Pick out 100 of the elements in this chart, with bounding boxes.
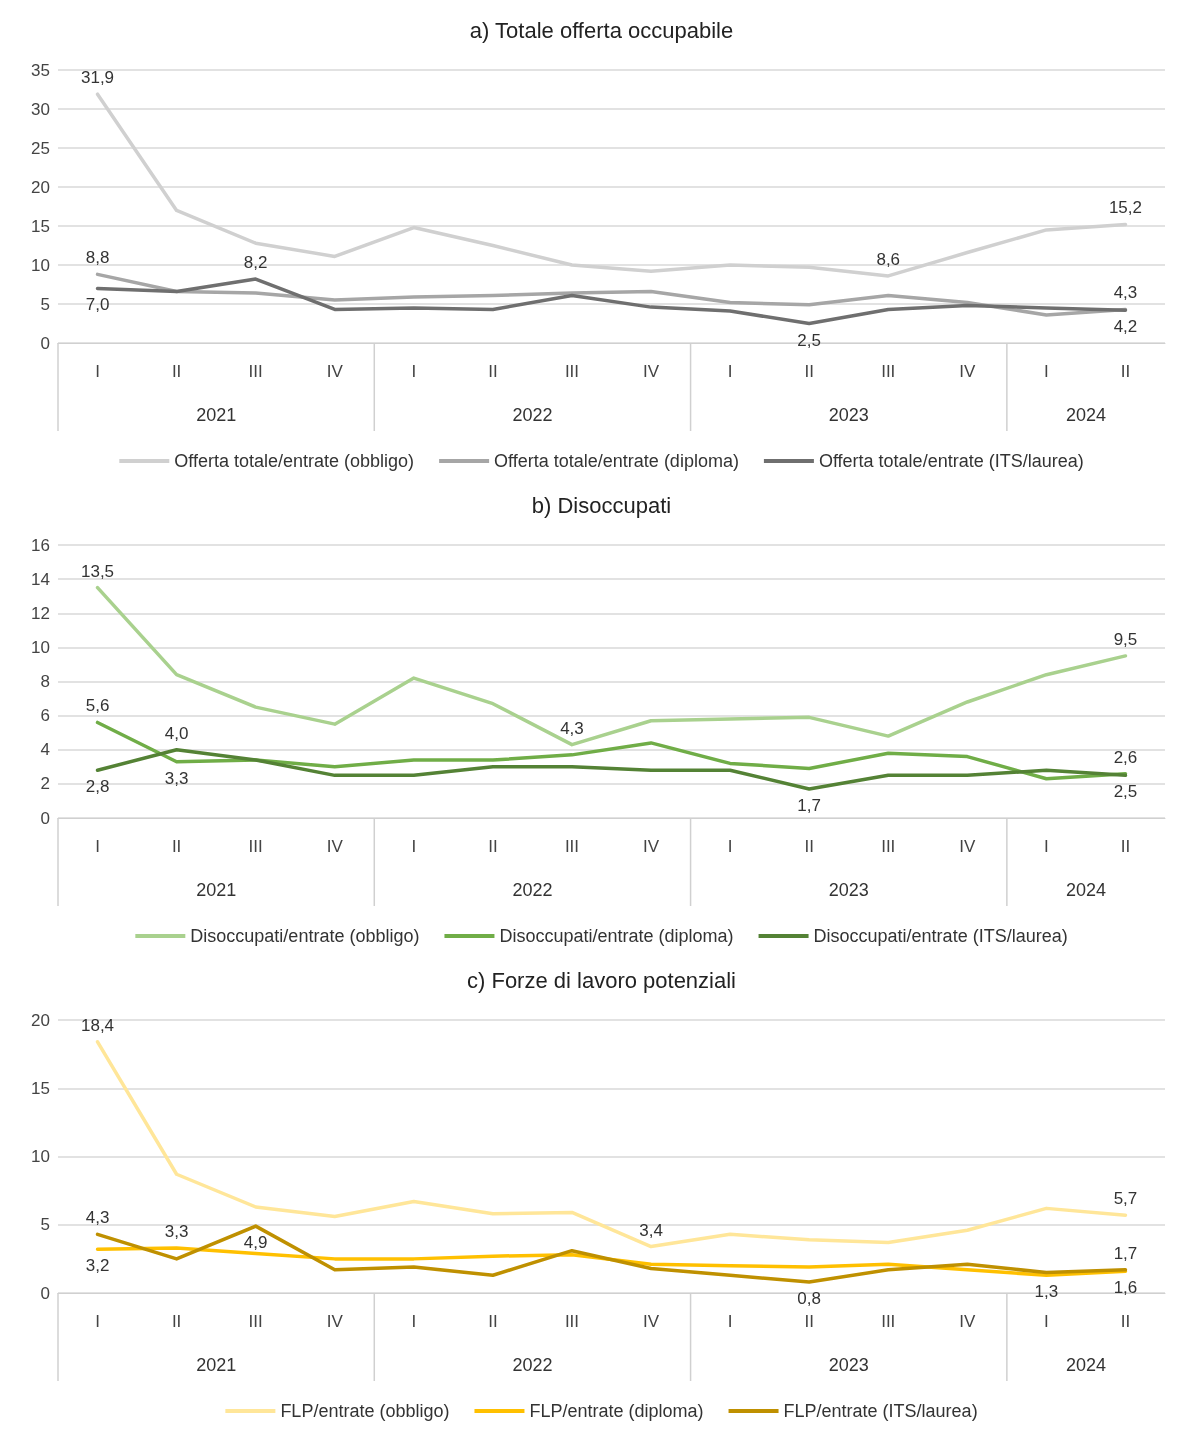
data-label: 7,0 <box>85 295 110 315</box>
x-tick-label: II <box>488 1312 498 1331</box>
text: 2021 <box>196 1355 237 1375</box>
legend-label: FLP/entrate (ITS/laurea) <box>783 1401 978 1421</box>
x-tick-label: IV <box>326 1312 344 1331</box>
x-tick-label: I <box>411 1312 417 1331</box>
x-tick-label: II <box>1120 362 1131 381</box>
data-label: 8,8 <box>85 248 110 268</box>
x-tick-label: II <box>1120 837 1131 856</box>
data-label: 5,7 <box>1113 1189 1138 1209</box>
x-tick-label: IV <box>643 362 660 381</box>
x-tick-label: I <box>727 362 733 381</box>
x-tick-label: I <box>1044 1312 1049 1331</box>
x-tick-label: I <box>95 1312 100 1331</box>
data-label: 5,6 <box>85 696 110 716</box>
x-tick-label: III <box>248 362 263 381</box>
data-label: 2,6 <box>1113 747 1138 767</box>
x-tick-label: IV <box>326 837 344 856</box>
y-tick-label: 8 <box>40 672 50 691</box>
y-tick-label: 14 <box>31 569 50 589</box>
data-label: 4,3 <box>560 718 584 738</box>
data-label: 3,2 <box>85 1256 110 1276</box>
text: 2024 <box>1065 405 1106 425</box>
y-tick-label: 12 <box>31 603 50 623</box>
x-tick-label: III <box>248 1312 263 1331</box>
y-tick-label: 5 <box>40 1215 50 1235</box>
legend-label: Offerta totale/entrate (obbligo) <box>174 451 415 471</box>
x-tick-label: III <box>881 1312 896 1331</box>
x-tick-label: II <box>488 362 498 381</box>
data-label: 1,7 <box>1113 1243 1138 1263</box>
text: 2024 <box>1065 1355 1106 1375</box>
data-label: 4,9 <box>243 1233 268 1253</box>
data-label: 2,8 <box>85 777 110 797</box>
x-tick-label: I <box>1044 837 1049 856</box>
x-tick-label: II <box>1120 1312 1131 1331</box>
text: 2021 <box>196 405 237 425</box>
x-tick-label: III <box>248 837 263 856</box>
x-tick-label: I <box>95 837 100 856</box>
data-label: 0,8 <box>797 1289 821 1309</box>
x-tick-label: IV <box>326 362 344 381</box>
y-tick-label: 0 <box>40 333 50 353</box>
chart-title: a) Totale offerta occupabile <box>469 17 734 43</box>
text: 2022 <box>512 1355 553 1375</box>
y-tick-label: 35 <box>31 60 50 80</box>
x-tick-label: III <box>881 837 896 856</box>
data-label: 4,3 <box>1113 283 1138 303</box>
x-tick-label: III <box>881 362 896 381</box>
x-tick-label: IV <box>643 837 660 856</box>
text: 2022 <box>512 880 553 900</box>
x-tick-label: II <box>171 1312 182 1331</box>
text: 2023 <box>828 880 869 900</box>
x-tick-label: IV <box>959 362 977 381</box>
y-tick-label: 25 <box>31 138 50 158</box>
data-label: 8,2 <box>243 253 268 273</box>
text: 2024 <box>1065 880 1106 900</box>
y-tick-label: 30 <box>31 99 50 119</box>
data-label: 13,5 <box>80 561 115 581</box>
y-tick-label: 15 <box>31 1078 50 1098</box>
x-tick-label: I <box>727 837 733 856</box>
y-tick-label: 2 <box>40 774 50 794</box>
text: 2023 <box>828 405 869 425</box>
legend-label: Disoccupati/entrate (obbligo) <box>190 926 420 946</box>
x-tick-label: I <box>727 1312 733 1331</box>
text: 2023 <box>828 1355 869 1375</box>
legend-label: Disoccupati/entrate (ITS/laurea) <box>813 926 1068 946</box>
data-label: 4,3 <box>85 1208 110 1228</box>
x-tick-label: II <box>171 362 182 381</box>
data-label: 4,0 <box>164 723 189 743</box>
data-label: 8,6 <box>876 249 901 269</box>
y-tick-label: 10 <box>31 255 50 275</box>
x-tick-label: II <box>804 837 814 856</box>
y-tick-label: 20 <box>31 177 50 197</box>
y-tick-label: 10 <box>31 1147 50 1166</box>
legend-label: FLP/entrate (diploma) <box>529 1401 704 1421</box>
legend-label: FLP/entrate (obbligo) <box>280 1401 450 1421</box>
x-tick-label: I <box>411 837 417 856</box>
y-tick-label: 0 <box>40 808 50 828</box>
data-label: 3,4 <box>639 1220 663 1240</box>
data-label: 3,3 <box>164 768 189 788</box>
x-tick-label: I <box>95 362 100 381</box>
x-tick-label: IV <box>643 1312 660 1331</box>
y-tick-label: 4 <box>40 740 50 760</box>
x-tick-label: I <box>411 362 417 381</box>
x-tick-label: III <box>564 362 580 381</box>
data-label: 31,9 <box>80 68 115 88</box>
x-tick-label: III <box>564 837 580 856</box>
x-tick-label: II <box>488 837 498 856</box>
x-tick-label: II <box>804 362 814 381</box>
data-label: 2,5 <box>1113 782 1138 802</box>
data-label: 3,3 <box>164 1221 189 1241</box>
data-label: 1,6 <box>1113 1278 1138 1298</box>
x-tick-label: IV <box>959 837 977 856</box>
y-tick-label: 6 <box>40 706 50 726</box>
x-tick-label: IV <box>959 1312 977 1331</box>
data-label: 1,3 <box>1034 1282 1059 1302</box>
y-tick-label: 16 <box>31 535 50 555</box>
text: 2021 <box>196 880 237 900</box>
x-tick-label: II <box>171 837 182 856</box>
data-label: 2,5 <box>797 330 821 350</box>
legend-label: Offerta totale/entrate (diploma) <box>494 451 739 471</box>
